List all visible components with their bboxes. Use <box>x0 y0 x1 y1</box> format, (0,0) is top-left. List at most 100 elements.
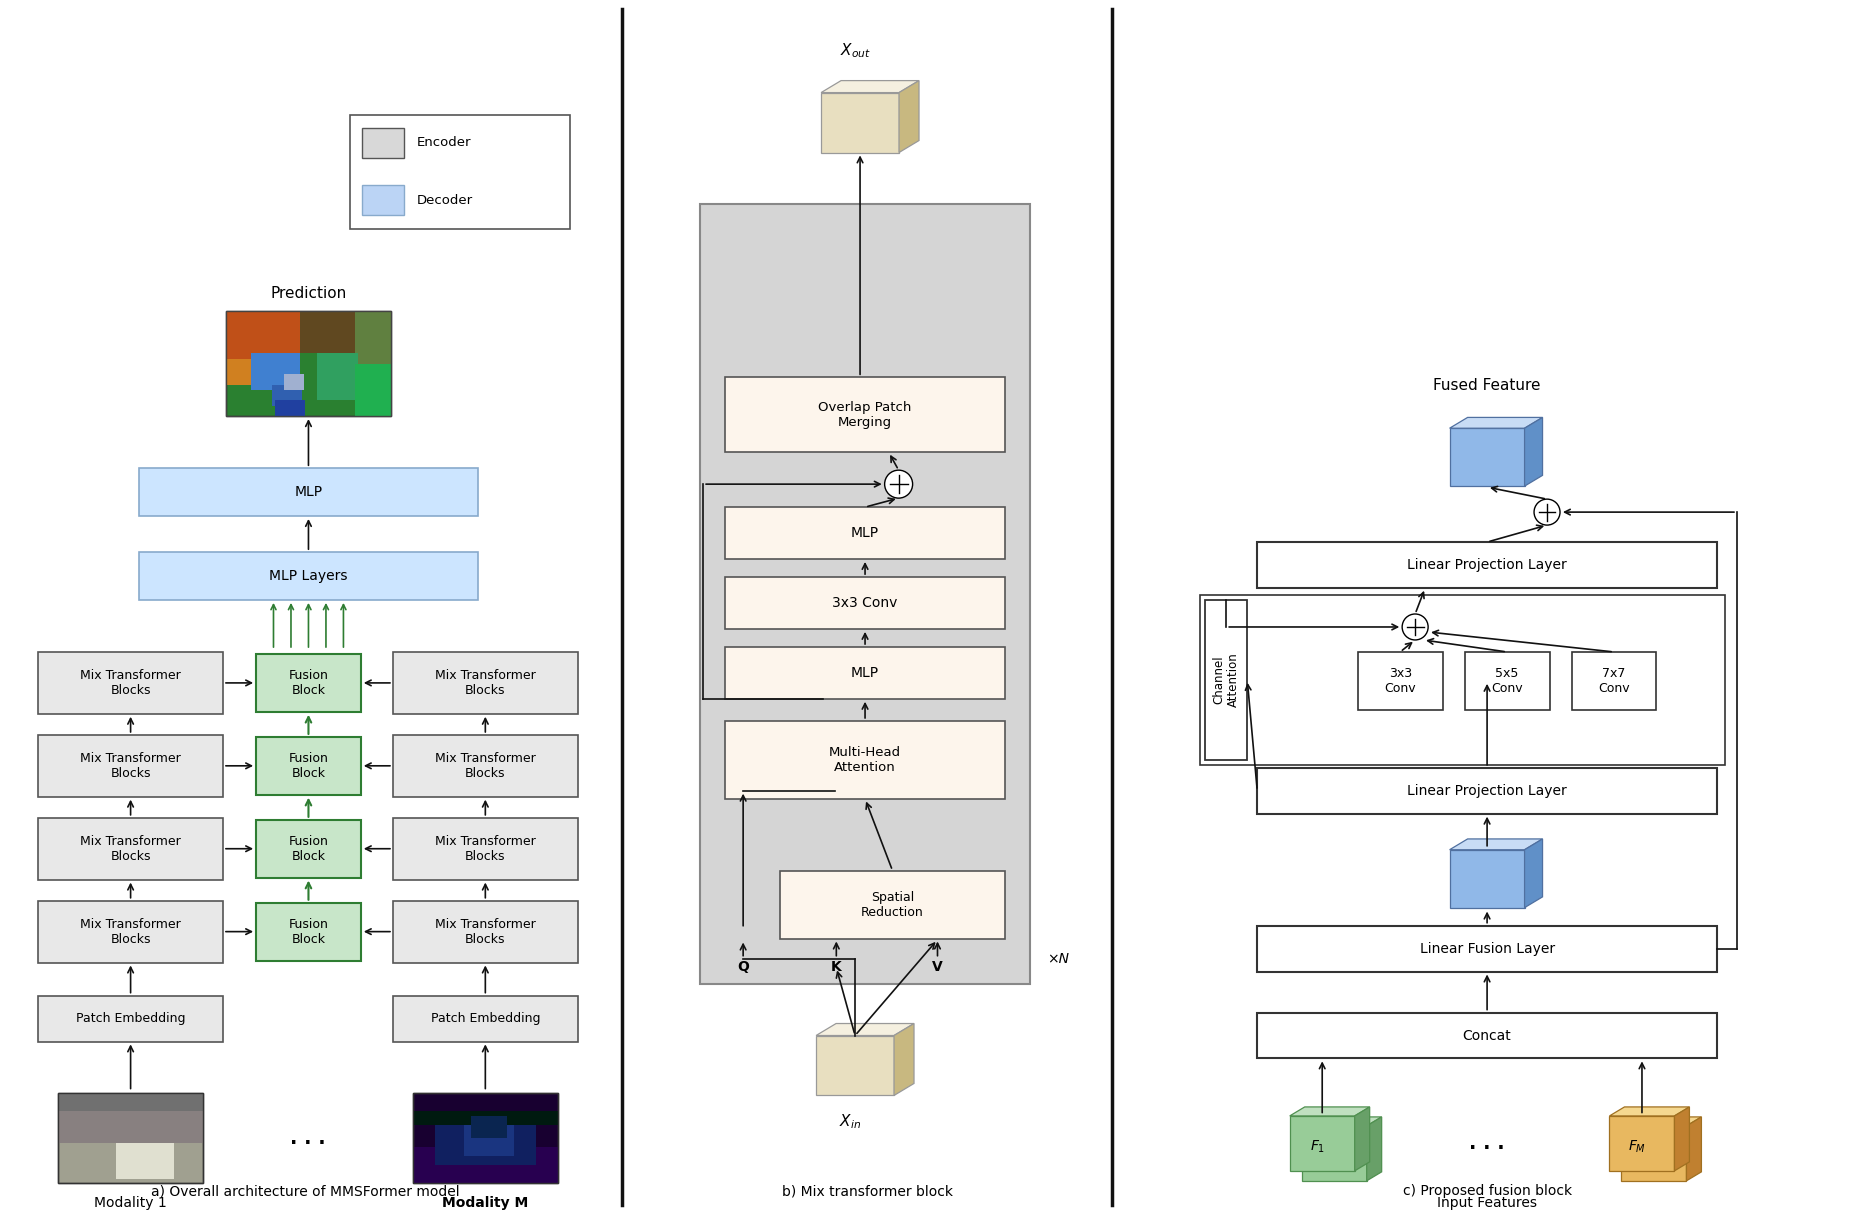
Text: Mix Transformer
Blocks: Mix Transformer Blocks <box>434 751 535 779</box>
Polygon shape <box>1450 839 1543 850</box>
Bar <box>354 311 391 364</box>
Bar <box>414 1094 557 1184</box>
Bar <box>701 204 1031 983</box>
Text: V: V <box>932 959 943 974</box>
Text: Mix Transformer
Blocks: Mix Transformer Blocks <box>434 835 535 863</box>
Bar <box>37 734 224 796</box>
Bar <box>255 737 362 795</box>
Polygon shape <box>820 92 898 153</box>
Polygon shape <box>1450 429 1525 486</box>
Polygon shape <box>1301 1117 1381 1125</box>
Bar <box>37 995 224 1042</box>
Text: Channel
Attention: Channel Attention <box>1212 653 1240 708</box>
Bar <box>1357 652 1443 710</box>
Polygon shape <box>898 80 919 153</box>
Circle shape <box>1534 499 1560 526</box>
Text: 3x3 Conv: 3x3 Conv <box>833 596 898 609</box>
Bar <box>283 374 304 390</box>
Polygon shape <box>1674 1107 1689 1170</box>
Bar <box>781 870 1005 938</box>
Circle shape <box>885 470 913 498</box>
Bar <box>226 311 391 416</box>
Text: K: K <box>831 959 843 974</box>
Polygon shape <box>1301 1125 1366 1181</box>
Text: Modality 1: Modality 1 <box>95 1196 168 1210</box>
Bar <box>255 819 362 878</box>
Text: Linear Projection Layer: Linear Projection Layer <box>1407 784 1568 798</box>
Bar <box>414 1094 557 1184</box>
Bar <box>414 1112 557 1125</box>
Text: Multi-Head
Attention: Multi-Head Attention <box>829 745 900 773</box>
Polygon shape <box>1525 839 1543 908</box>
Text: . . .: . . . <box>291 1129 326 1148</box>
Bar <box>138 552 479 600</box>
Bar <box>226 358 255 385</box>
Text: $F_M$: $F_M$ <box>1627 1139 1646 1155</box>
Bar <box>1256 543 1717 588</box>
Text: c) Proposed fusion block: c) Proposed fusion block <box>1402 1185 1571 1198</box>
Circle shape <box>1402 614 1428 640</box>
Bar <box>434 1116 537 1165</box>
Bar <box>58 1094 203 1112</box>
Text: Encoder: Encoder <box>416 136 472 149</box>
Bar <box>1256 1012 1717 1059</box>
Bar <box>226 311 391 416</box>
Text: Overlap Patch
Merging: Overlap Patch Merging <box>818 401 911 429</box>
Text: Spatial
Reduction: Spatial Reduction <box>861 891 925 919</box>
Bar <box>1256 925 1717 971</box>
Text: 3x3
Conv: 3x3 Conv <box>1385 666 1417 694</box>
Text: Modality M: Modality M <box>442 1196 529 1210</box>
Bar <box>472 1116 507 1139</box>
Bar <box>255 654 362 711</box>
Polygon shape <box>1290 1116 1355 1170</box>
Text: Linear Fusion Layer: Linear Fusion Layer <box>1420 942 1555 955</box>
Text: MLP: MLP <box>295 486 322 499</box>
Bar <box>393 652 578 714</box>
Bar <box>725 577 1005 629</box>
Polygon shape <box>816 1036 895 1095</box>
Bar <box>58 1112 203 1142</box>
Text: $X_{in}$: $X_{in}$ <box>839 1112 861 1130</box>
Polygon shape <box>1525 418 1543 486</box>
Bar <box>116 1142 173 1179</box>
Bar <box>725 507 1005 560</box>
Bar <box>317 353 358 401</box>
Polygon shape <box>1622 1117 1702 1125</box>
Text: Fusion
Block: Fusion Block <box>289 669 328 697</box>
Text: Concat: Concat <box>1463 1028 1512 1043</box>
Bar <box>464 1125 514 1157</box>
Bar <box>58 1094 203 1184</box>
Text: Mix Transformer
Blocks: Mix Transformer Blocks <box>80 751 181 779</box>
Bar <box>393 818 578 880</box>
Bar <box>37 901 224 963</box>
Text: Fusion
Block: Fusion Block <box>289 918 328 946</box>
Bar <box>725 647 1005 699</box>
Polygon shape <box>1290 1107 1370 1116</box>
Polygon shape <box>1366 1117 1381 1181</box>
Bar <box>393 995 578 1042</box>
Bar <box>350 114 570 229</box>
Text: b) Mix transformer block: b) Mix transformer block <box>783 1185 953 1198</box>
Bar <box>362 127 404 158</box>
Bar <box>272 385 302 405</box>
Polygon shape <box>1687 1117 1702 1181</box>
Bar <box>255 903 362 960</box>
Text: MLP Layers: MLP Layers <box>268 569 349 583</box>
Bar <box>393 734 578 796</box>
Text: $X_{out}$: $X_{out}$ <box>839 41 870 59</box>
Text: Fusion
Block: Fusion Block <box>289 751 328 779</box>
Text: . . .: . . . <box>1469 1134 1504 1153</box>
Polygon shape <box>1609 1116 1674 1170</box>
Text: Mix Transformer
Blocks: Mix Transformer Blocks <box>80 835 181 863</box>
Bar <box>276 401 306 416</box>
Text: MLP: MLP <box>852 526 880 540</box>
Polygon shape <box>895 1023 913 1095</box>
Bar <box>414 1147 557 1184</box>
Polygon shape <box>1622 1125 1687 1181</box>
Bar <box>362 186 404 215</box>
Bar <box>226 311 300 358</box>
Text: Mix Transformer
Blocks: Mix Transformer Blocks <box>80 918 181 946</box>
Text: Prediction: Prediction <box>270 285 347 301</box>
Bar <box>300 311 358 353</box>
Polygon shape <box>820 80 919 92</box>
